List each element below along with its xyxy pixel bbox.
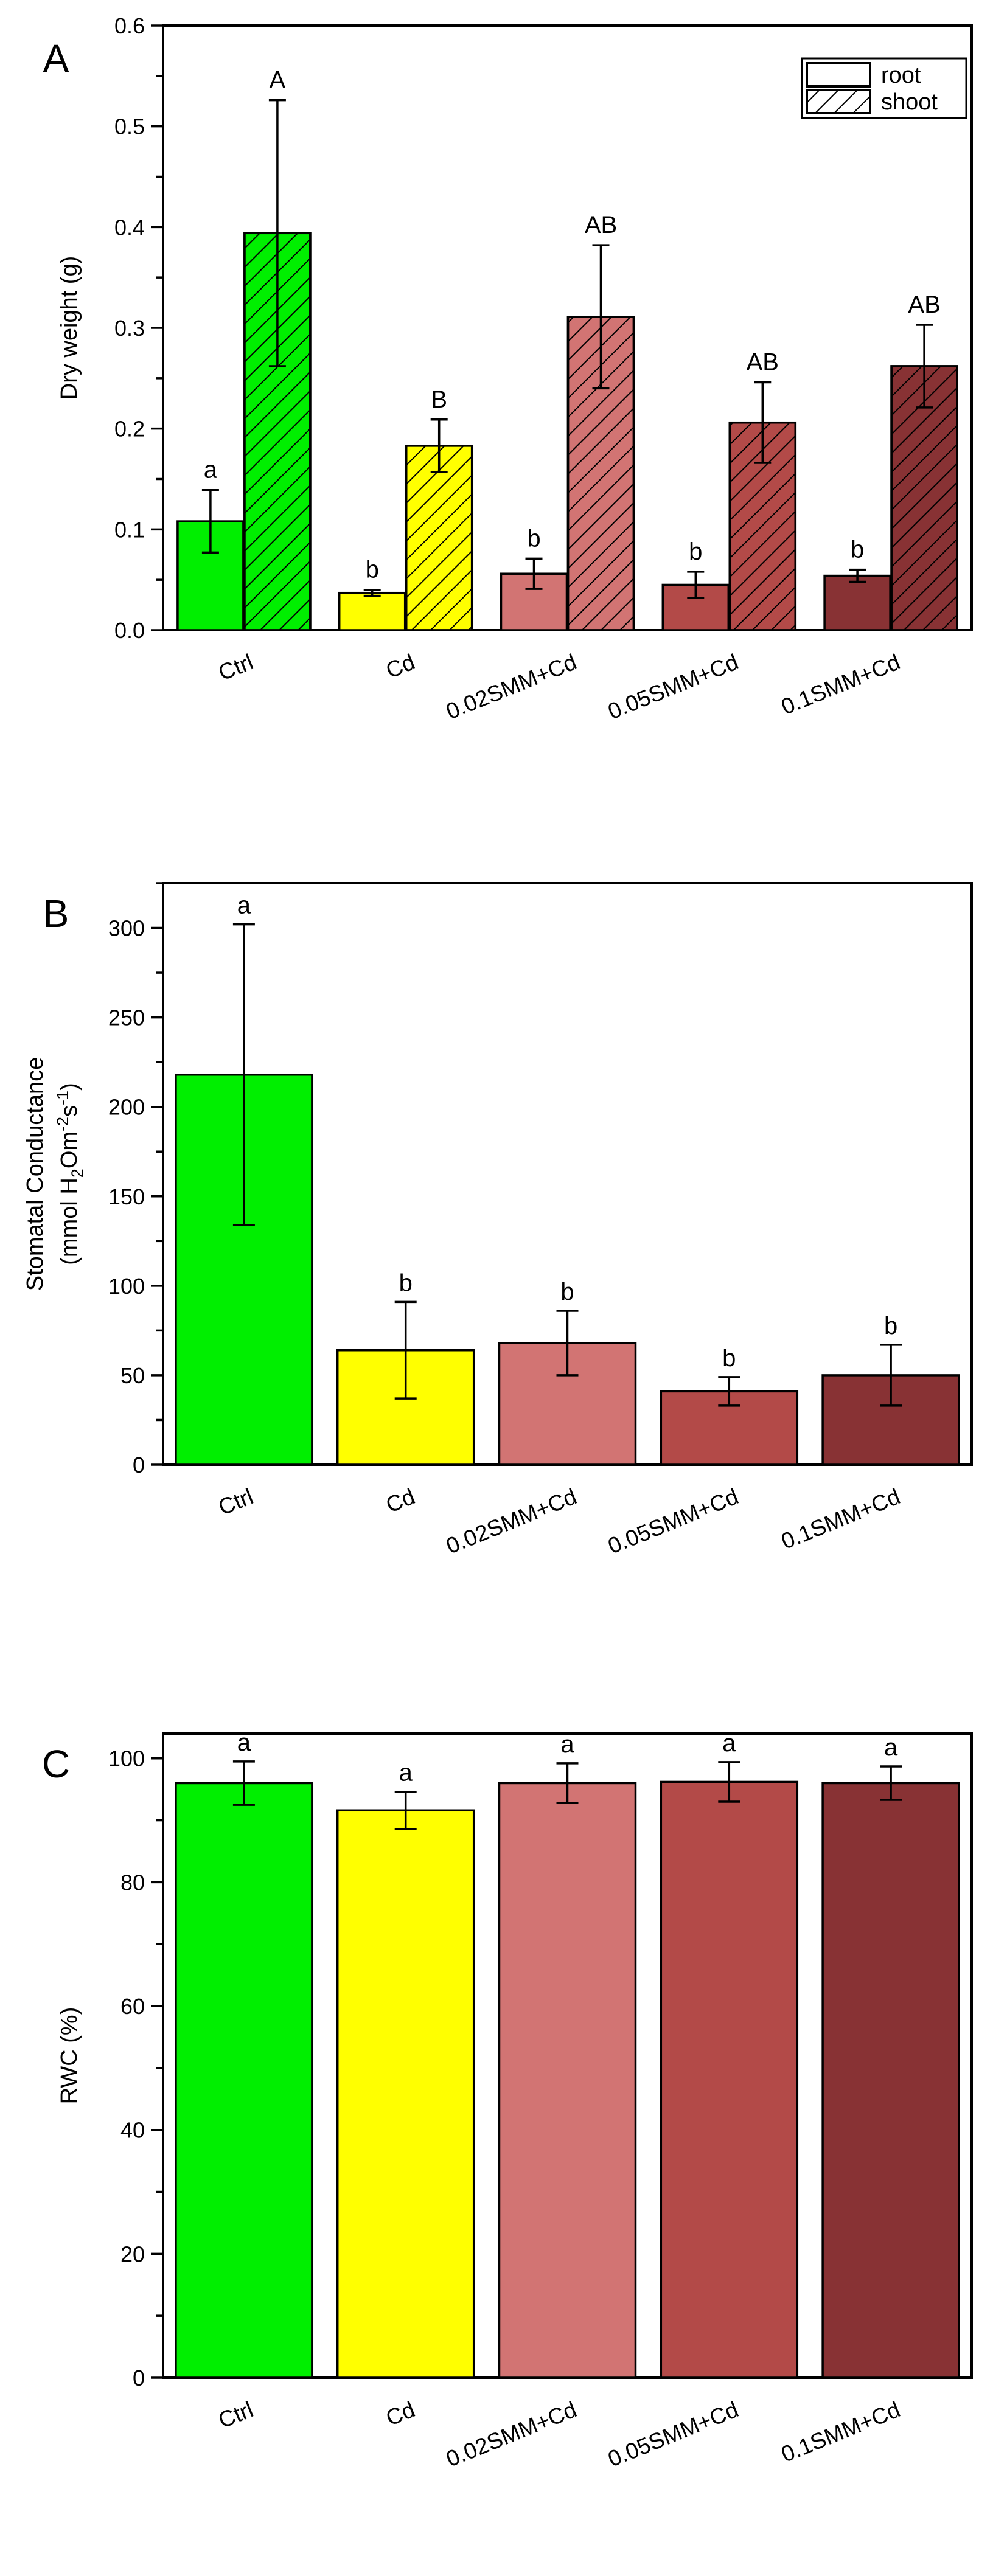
y-axis-label-part: -2 [54,1117,72,1131]
x-category-label: 0.02SMM+Cd [442,649,580,724]
significance-letter: AB [908,291,940,318]
y-tick-label: 20 [120,2241,145,2266]
root-bar [823,574,891,631]
panel-label: C [42,1742,70,1786]
x-category-label: Ctrl [215,649,257,686]
x-category-label: Cd [382,649,418,683]
x-category-label: 0.05SMM+Cd [604,649,742,724]
shoot-hatch-overlay [890,365,958,631]
bar [336,1809,475,2379]
y-tick-label: 0 [133,1453,145,1477]
significance-letter: b [366,557,379,583]
y-tick-label: 0 [133,2366,145,2390]
y-tick-label: 0.2 [114,417,145,442]
root-bar [338,591,406,631]
y-tick-label: 50 [120,1363,145,1388]
y-tick-label: 100 [108,1746,145,1771]
x-category-label: 0.02SMM+Cd [442,1484,580,1558]
significance-letter: a [399,1760,413,1786]
panel-a-chart: 0.0 0.1 0.2 0.3 0.4 0.5 0.6 A Dry weight (g) a Ab B… [43,13,973,724]
bar [175,1782,313,2379]
bar [498,1782,637,2379]
significance-letter: b [884,1313,897,1339]
y-tick-label: 40 [120,2118,145,2143]
y-axis-label-part: (mmol H [57,1178,82,1265]
significance-letter: B [431,386,447,413]
panel-label: A [43,36,69,80]
significance-letter: a [722,1730,736,1757]
x-category-label: Ctrl [215,1484,257,1520]
legend-label-root: root [881,63,921,88]
y-axis-label-line2: (mmol H2Om-2s-1) [54,1083,86,1265]
bar [821,1782,960,2379]
y-axis-label: RWC (%) [57,2007,82,2105]
significance-letter: b [851,536,864,563]
significance-letter: A [270,67,286,94]
y-axis-label-line1: Stomatal Conductance [23,1057,48,1291]
x-category-label: 0.05SMM+Cd [604,2397,742,2471]
significance-letter: b [689,538,702,565]
significance-letter: a [204,457,218,484]
significance-letter: AB [585,212,617,238]
significance-letter: b [399,1269,413,1296]
y-axis-label: Dry weight (g) [57,256,82,400]
x-category-label: Cd [382,2397,418,2431]
x-category-label: 0.1SMM+Cd [778,2397,904,2467]
y-axis-label-part: -1 [54,1091,72,1105]
y-tick-label: 200 [108,1095,145,1120]
y-tick-label: 100 [108,1274,145,1299]
y-tick-label: 0.0 [114,618,145,643]
significance-letter: b [527,525,540,552]
y-tick-label: 0.1 [114,517,145,542]
y-tick-label: 300 [108,916,145,941]
panel-label: B [43,892,69,936]
y-tick-label: 80 [120,1870,145,1895]
significance-letter: a [237,1729,251,1756]
significance-letter: a [560,1731,574,1758]
significance-letter: AB [747,349,779,375]
x-category-label: Ctrl [215,2397,257,2433]
bar [821,1374,960,1466]
x-category-label: 0.1SMM+Cd [778,1484,904,1554]
y-axis-label-part: Om [57,1131,82,1168]
significance-letter: a [237,892,251,919]
x-category-label: 0.02SMM+Cd [442,2397,580,2471]
x-category-label: Cd [382,1484,418,1518]
y-tick-label: 0.5 [114,114,145,139]
y-tick-label: 60 [120,1994,145,2019]
y-axis-label-part: ) [57,1083,82,1091]
y-tick-label: 0.6 [114,13,145,38]
y-tick-label: 150 [108,1184,145,1209]
legend-swatch-root [806,62,871,88]
legend-swatch-shoot [806,89,871,114]
y-tick-label: 250 [108,1005,145,1030]
x-category-label: 0.05SMM+Cd [604,1484,742,1558]
significance-letter: b [722,1345,736,1372]
y-axis-label-part: 2 [68,1168,86,1178]
x-category-label: 0.1SMM+Cd [778,649,904,719]
y-axis-label-part: s [57,1105,82,1117]
y-tick-label: 0.3 [114,316,145,341]
y-tick-label: 0.4 [114,215,145,240]
bar [660,1780,799,2379]
significance-letter: a [884,1734,898,1761]
significance-letter: b [560,1279,574,1305]
shoot-hatch-overlay [405,445,473,631]
panel-c-chart: 0 20 40 60 80 100 C RWC (%) a a a a a Ctrl Cd 0.02SMM+C… [42,1729,973,2472]
legend-label-shoot: shoot [881,89,938,115]
